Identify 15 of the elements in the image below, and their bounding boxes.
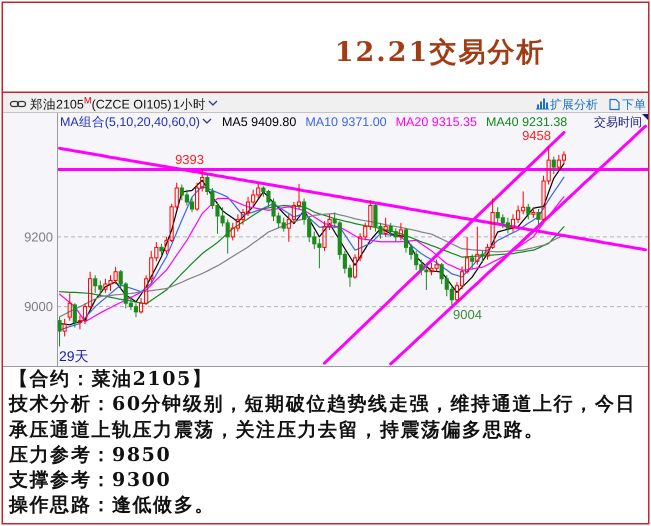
annotation: 支撑参考：9300: [9, 468, 172, 494]
annotation: 9004: [453, 307, 482, 322]
annotation: 下单: [622, 98, 646, 112]
annotation: 29天: [59, 348, 89, 364]
title: 12.21交易分析: [334, 37, 546, 68]
annotation: 压力参考：9850: [9, 442, 172, 468]
annotation: 9393: [175, 152, 204, 167]
annotation: 9458: [522, 128, 551, 143]
annotation: 技术分析：60分钟级别，短期破位趋势线走强，维持通道上行，今日承压通道上轨压力震荡，关注压力去留，持震荡偏多思路。: [9, 392, 638, 443]
annotation: 操作思路：逢低做多。: [9, 493, 216, 518]
annotation: 扩展分析: [550, 98, 598, 112]
subtitle: 郑油2105$^{M}$(CZCE OI105): [30, 96, 172, 112]
annotation: 交易时间: [594, 115, 642, 129]
annotation: 1小时: [173, 98, 206, 112]
annotation: 【合约：菜油2105】: [9, 367, 214, 392]
